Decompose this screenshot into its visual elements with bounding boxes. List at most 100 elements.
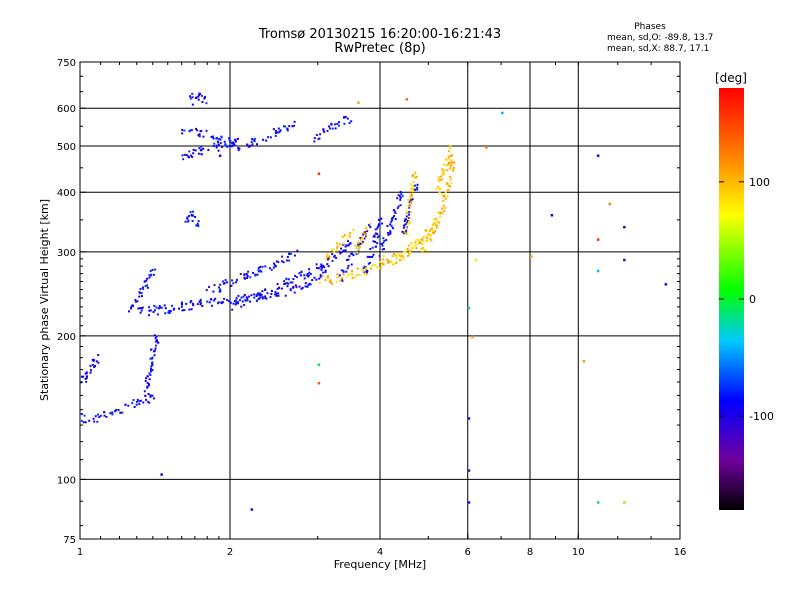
- data-point-o: [367, 256, 370, 258]
- data-point-x: [412, 174, 415, 177]
- data-point-o: [226, 298, 229, 301]
- data-point-o: [189, 211, 192, 214]
- data-point-o: [416, 183, 419, 186]
- data-point-o: [206, 300, 209, 303]
- data-point-o: [139, 307, 141, 310]
- data-point-o: [94, 365, 96, 367]
- data-point-o: [149, 370, 152, 373]
- data-point-o: [264, 297, 267, 300]
- data-point-o: [245, 273, 248, 276]
- data-point-o: [152, 273, 155, 276]
- data-point-x: [379, 267, 382, 270]
- data-point-x: [443, 169, 446, 172]
- data-point-x: [333, 250, 336, 253]
- data-point-o: [300, 287, 303, 290]
- data-point-x: [411, 190, 414, 193]
- data-point-o: [311, 279, 314, 282]
- data-point-o: [156, 313, 159, 316]
- data-point-x: [356, 245, 359, 248]
- data-point-o: [231, 142, 234, 144]
- data-point-o: [315, 267, 318, 269]
- data-point-o: [240, 296, 243, 299]
- data-point-o: [189, 97, 192, 100]
- data-point-o: [151, 362, 153, 365]
- data-point-o: [371, 246, 374, 249]
- data-point-o: [377, 218, 380, 221]
- data-point-o: [266, 292, 269, 295]
- data-point-x: [414, 240, 417, 243]
- data-point-o: [171, 304, 173, 307]
- data-point-o: [399, 198, 402, 201]
- data-point-o: [213, 284, 216, 287]
- data-point-o: [298, 285, 301, 288]
- data-point-o: [256, 273, 259, 276]
- data-point-o: [403, 220, 406, 223]
- data-point-x: [421, 238, 424, 241]
- data-point-o: [259, 296, 262, 299]
- data-point-o: [347, 264, 350, 267]
- data-point-x: [370, 267, 373, 270]
- x-tick-label: 6: [465, 547, 471, 558]
- phase-stats-title: Phases: [634, 22, 666, 32]
- data-point-o: [373, 234, 376, 237]
- data-point-o: [380, 217, 383, 220]
- data-point-o: [192, 210, 194, 213]
- data-point-x: [437, 211, 440, 214]
- data-point-o: [246, 274, 249, 277]
- data-point-x: [381, 263, 384, 266]
- data-point-o: [376, 233, 379, 236]
- data-point-x: [326, 253, 329, 256]
- data-point-o: [196, 224, 199, 226]
- data-point-o: [127, 404, 130, 407]
- data-point-x: [441, 211, 444, 214]
- data-point-x: [444, 191, 447, 194]
- data-point-o: [186, 217, 189, 220]
- data-point-o: [223, 297, 226, 300]
- data-point-o: [147, 384, 150, 387]
- data-point-o: [383, 239, 386, 242]
- data-point-o: [218, 286, 220, 289]
- data-point-o: [242, 295, 245, 298]
- data-point-o: [164, 312, 167, 315]
- data-point-o: [246, 277, 249, 279]
- data-point-o: [346, 117, 349, 120]
- data-point-o: [331, 253, 334, 256]
- scattered-point: [160, 473, 163, 476]
- data-point-o: [254, 274, 257, 277]
- data-point-x: [408, 220, 410, 223]
- data-point-o: [250, 294, 253, 297]
- scattered-point: [250, 508, 254, 511]
- scattered-point: [550, 214, 554, 217]
- data-point-o: [253, 293, 256, 296]
- data-point-x: [419, 242, 422, 244]
- data-point-x: [365, 229, 368, 231]
- data-point-o: [262, 138, 265, 141]
- data-point-o: [382, 241, 385, 244]
- data-point-o: [213, 299, 216, 302]
- data-point-x: [365, 233, 367, 236]
- data-point-o: [196, 303, 199, 306]
- data-point-o: [94, 415, 97, 418]
- data-point-o: [306, 274, 309, 277]
- data-point-o: [146, 286, 149, 289]
- data-point-o: [146, 382, 149, 384]
- data-point-o: [264, 295, 267, 298]
- data-point-x: [414, 176, 417, 179]
- x-tick-label: 8: [527, 547, 533, 558]
- data-point-o: [416, 186, 419, 189]
- data-point-o: [293, 291, 296, 294]
- data-point-x: [371, 264, 374, 267]
- data-point-o: [362, 267, 365, 270]
- data-point-o: [278, 287, 281, 289]
- data-point-x: [417, 239, 420, 242]
- colorbar-tick-label: 0: [749, 293, 756, 306]
- data-point-o: [403, 224, 406, 227]
- data-point-o: [394, 218, 397, 220]
- data-point-x: [353, 276, 356, 279]
- data-point-o: [150, 365, 153, 367]
- data-point-o: [111, 411, 114, 414]
- data-point-o: [319, 133, 322, 136]
- data-point-o: [96, 420, 99, 423]
- data-point-o: [234, 303, 237, 306]
- data-point-x: [422, 240, 425, 243]
